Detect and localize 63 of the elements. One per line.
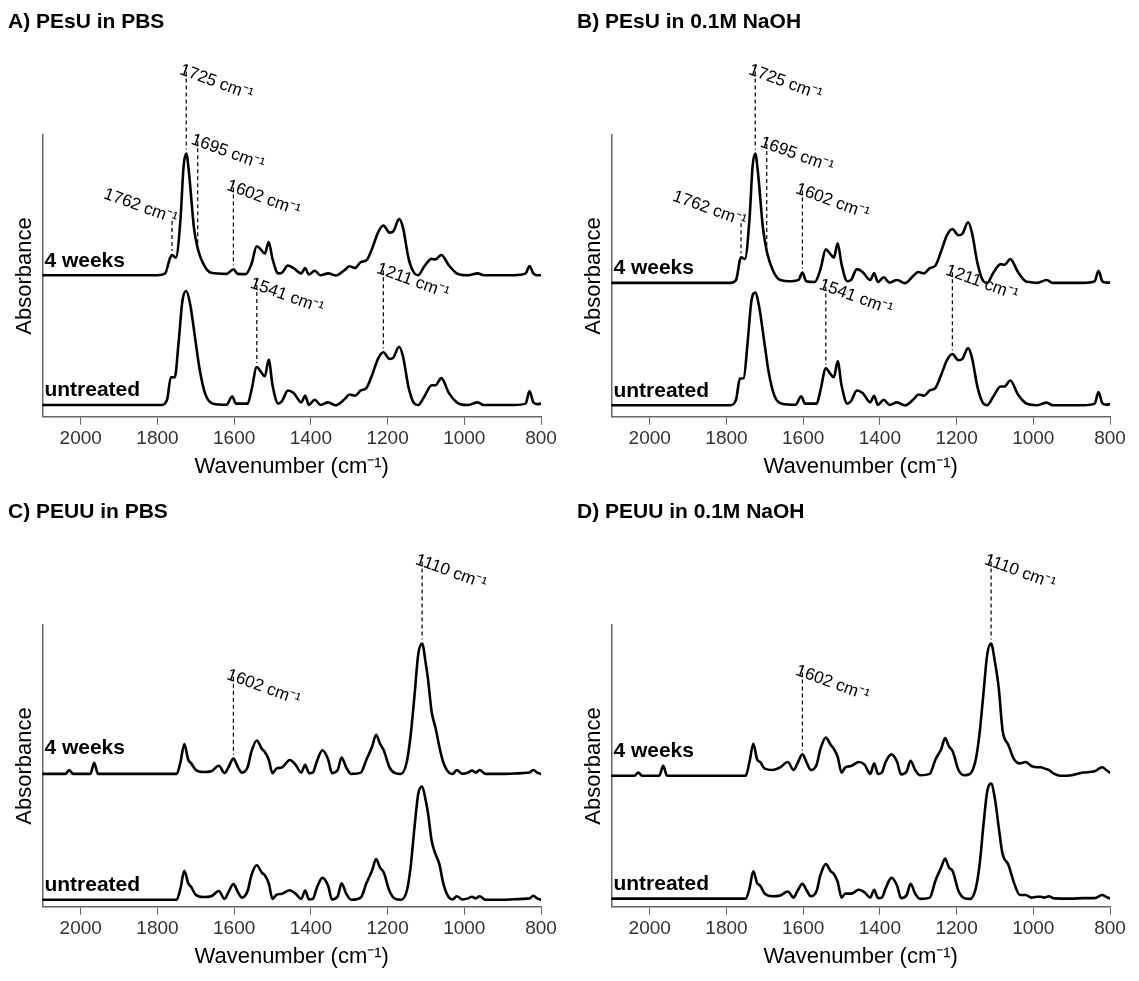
annotation: 1762 cm⁻¹ [101, 183, 181, 229]
x-axis-title: Wavenumber (cm⁻¹) [763, 942, 958, 968]
chart-title: D) PEUU in 0.1M NaOH [577, 499, 805, 523]
x-tick-label: 2000 [59, 427, 102, 449]
series-label: 4 weeks [613, 255, 694, 279]
series-label: untreated [44, 377, 141, 401]
x-tick-label: 1200 [935, 427, 978, 449]
series-label: untreated [613, 870, 710, 894]
annotation: 1725 cm⁻¹ [746, 59, 826, 104]
annotation: 1602 cm⁻¹ [793, 660, 873, 705]
annotation: 1602 cm⁻¹ [224, 175, 304, 220]
x-tick-label: 1600 [213, 917, 256, 939]
annotation: 1541 cm⁻¹ [816, 274, 896, 319]
y-axis-title: Absorbance [580, 217, 606, 335]
chart-title: A) PEsU in PBS [8, 9, 165, 33]
annotation: 1602 cm⁻¹ [224, 664, 304, 709]
annotation: 1110 cm⁻¹ [413, 549, 490, 594]
x-tick-label: 1000 [443, 427, 486, 449]
series-label: 4 weeks [613, 738, 694, 762]
x-tick-label: 1800 [136, 917, 179, 939]
series-label: 4 weeks [44, 247, 125, 271]
x-tick-label: 800 [525, 427, 557, 449]
x-axis-title: Wavenumber (cm⁻¹) [763, 452, 958, 478]
x-tick-label: 1800 [705, 917, 748, 939]
y-axis-title: Absorbance [11, 707, 37, 825]
x-tick-label: 2000 [628, 917, 671, 939]
x-tick-label: 1000 [1012, 427, 1055, 449]
x-tick-label: 1400 [289, 917, 333, 939]
annotation: 1725 cm⁻¹ [177, 59, 257, 104]
x-tick-label: 1800 [136, 427, 179, 449]
annotation: 1541 cm⁻¹ [247, 273, 327, 318]
annotation: 1695 cm⁻¹ [757, 132, 837, 177]
x-axis-title: Wavenumber (cm⁻¹) [194, 452, 389, 478]
annotation: 1110 cm⁻¹ [982, 549, 1059, 594]
x-tick-label: 1600 [782, 917, 825, 939]
y-axis-title: Absorbance [11, 217, 37, 335]
x-tick-label: 2000 [59, 917, 102, 939]
x-tick-label: 2000 [628, 427, 671, 449]
annotation: 1211 cm⁻¹ [374, 258, 453, 303]
series-label: untreated [613, 377, 710, 401]
x-tick-label: 1200 [935, 917, 978, 939]
x-tick-label: 1000 [443, 917, 486, 939]
chart-title: C) PEUU in PBS [8, 499, 168, 523]
annotation: 1695 cm⁻¹ [188, 129, 268, 174]
x-tick-label: 1600 [213, 427, 256, 449]
x-tick-label: 800 [1094, 917, 1126, 939]
chart-title: B) PEsU in 0.1M NaOH [577, 9, 802, 33]
x-tick-label: 1200 [366, 917, 409, 939]
x-tick-label: 1600 [782, 427, 825, 449]
y-axis-title: Absorbance [580, 707, 606, 825]
series-label: untreated [44, 871, 141, 895]
x-tick-label: 800 [525, 917, 557, 939]
x-tick-label: 1200 [366, 427, 409, 449]
annotation: 1762 cm⁻¹ [670, 186, 750, 231]
x-axis-title: Wavenumber (cm⁻¹) [194, 942, 389, 968]
x-tick-label: 800 [1094, 427, 1126, 449]
annotation: 1602 cm⁻¹ [793, 178, 873, 223]
x-tick-label: 1800 [705, 427, 748, 449]
x-tick-label: 1000 [1012, 917, 1055, 939]
x-tick-label: 1400 [858, 917, 902, 939]
series-label: 4 weeks [44, 735, 125, 759]
x-tick-label: 1400 [289, 427, 333, 449]
x-tick-label: 1400 [858, 427, 902, 449]
